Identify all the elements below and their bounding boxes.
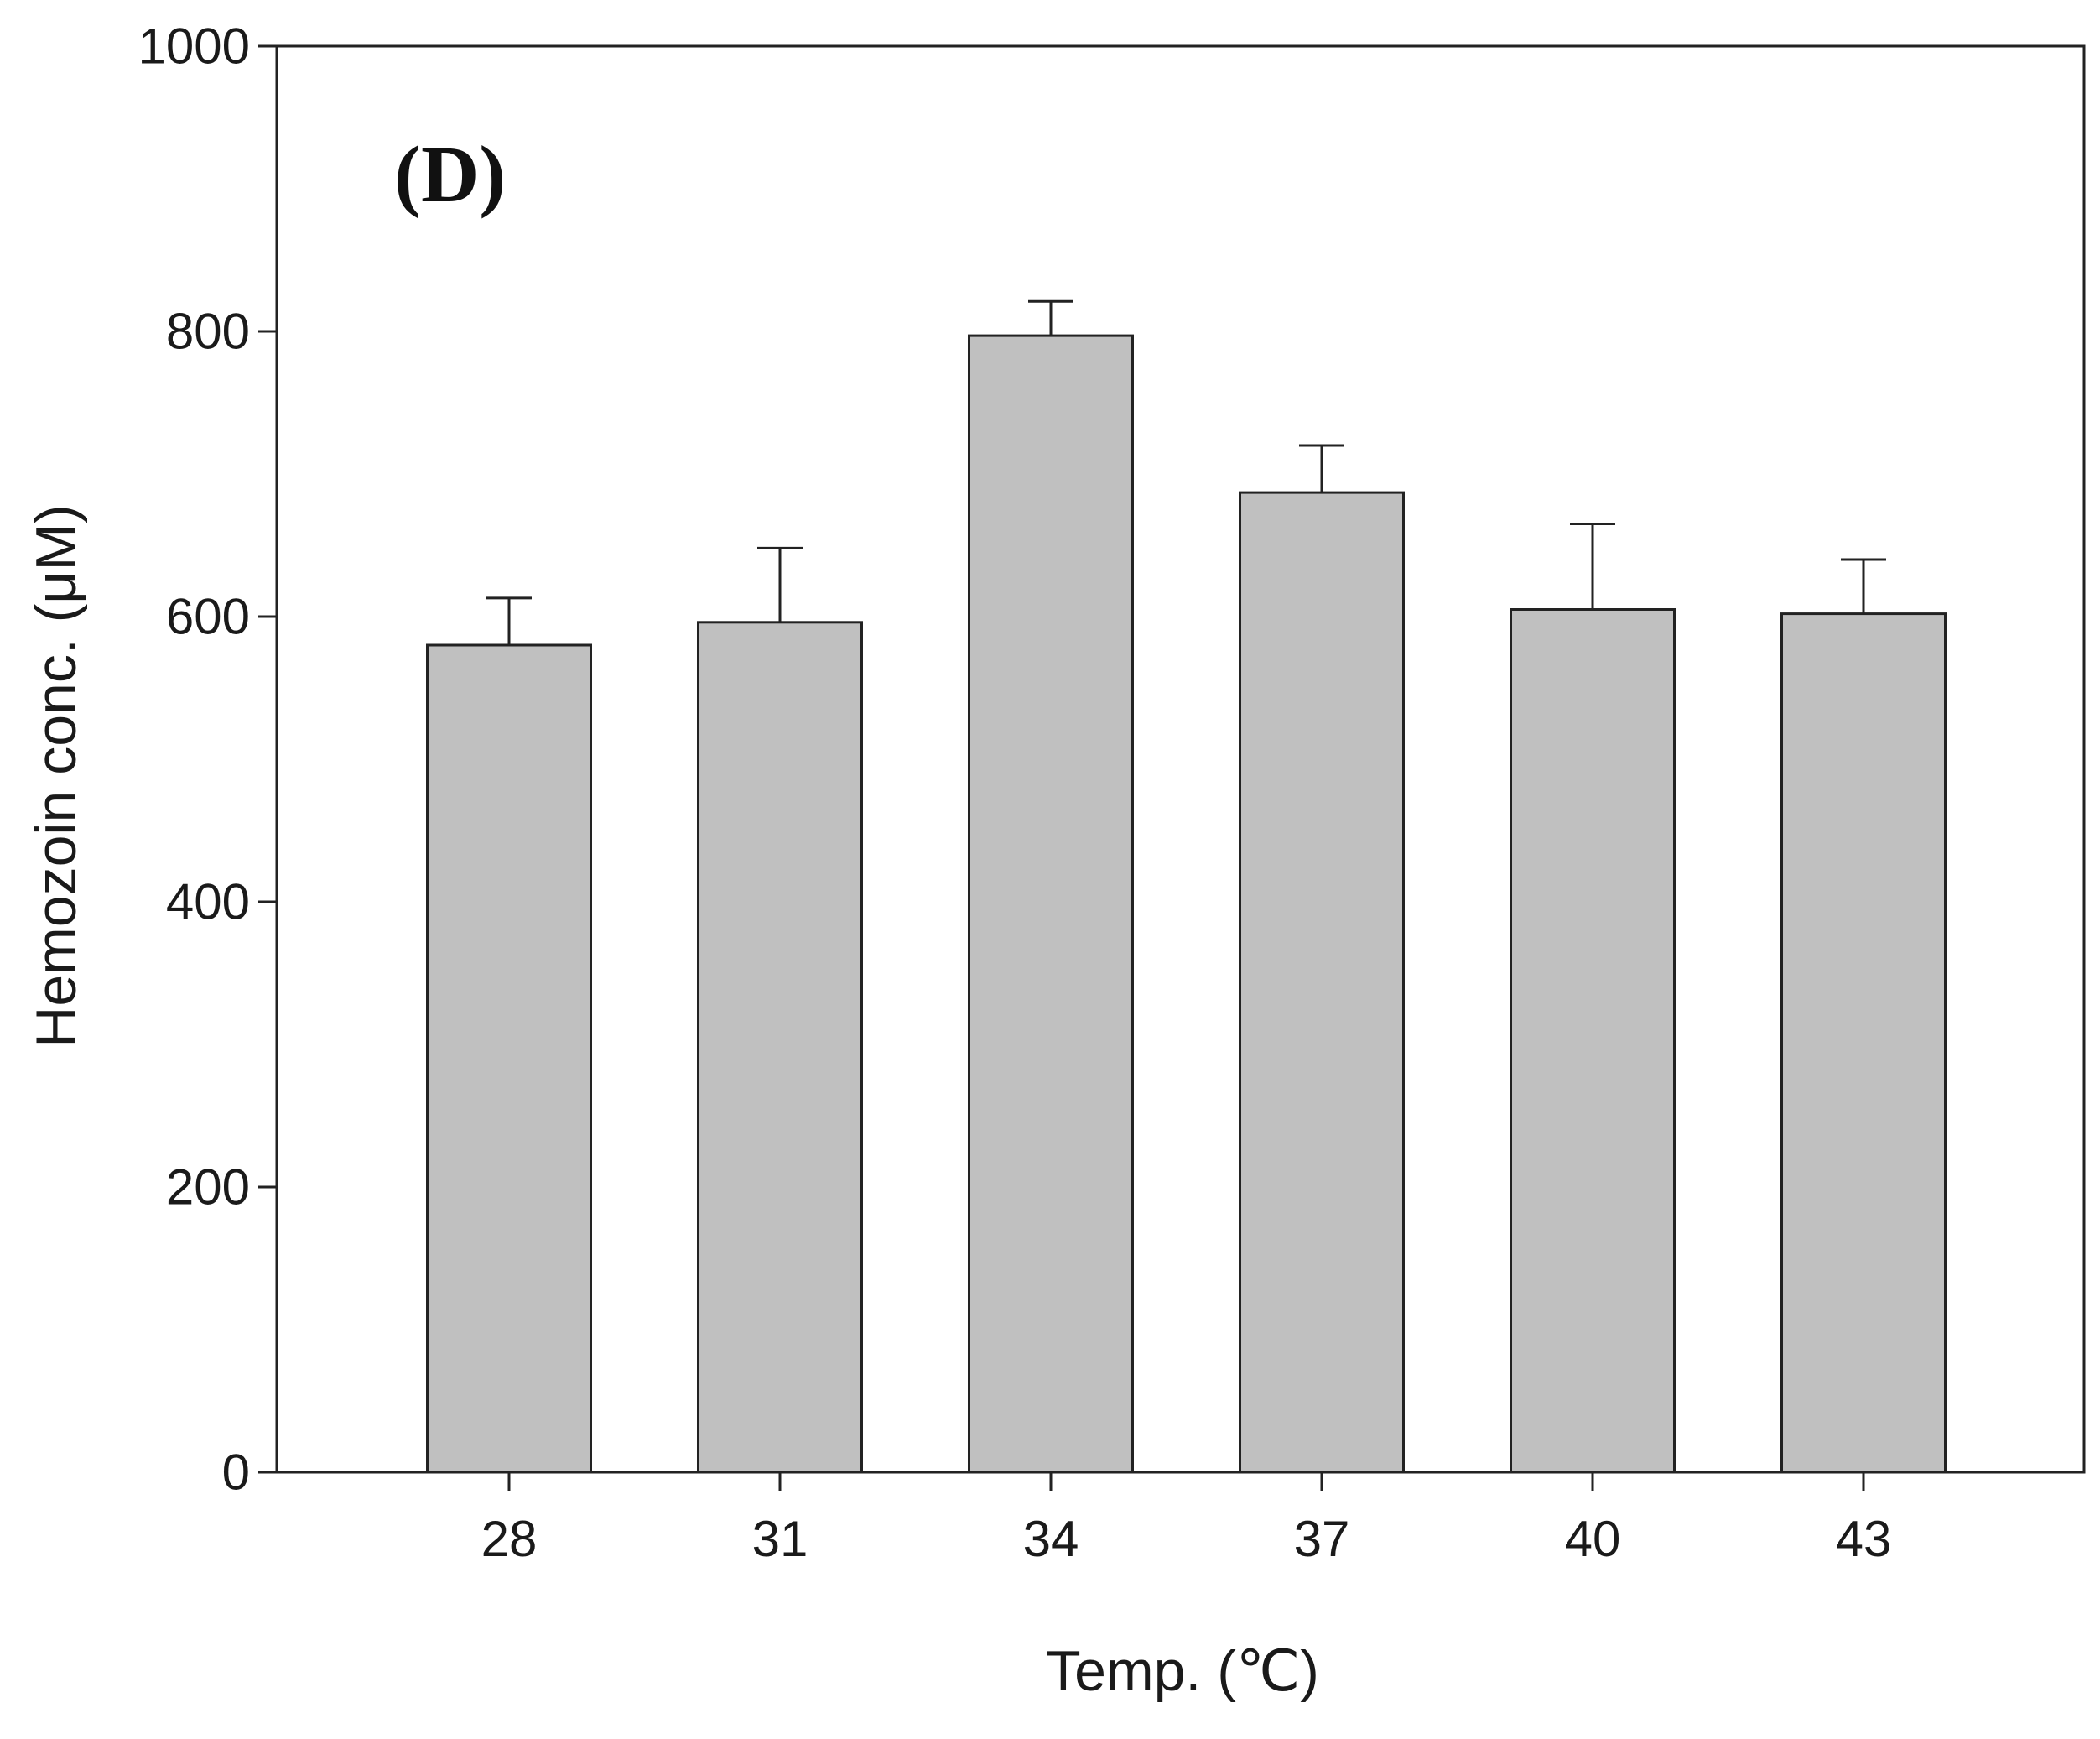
bar-43 xyxy=(1780,612,1947,1474)
plot-frame xyxy=(275,44,2086,1474)
y-tick-label: 1000 xyxy=(138,18,250,75)
x-tick-label: 28 xyxy=(481,1511,538,1567)
x-axis: 28 31 34 37 40 43 xyxy=(481,1472,1892,1567)
panel-label: (D) xyxy=(394,129,506,219)
x-tick-label: 37 xyxy=(1294,1511,1350,1567)
x-tick-label: 40 xyxy=(1565,1511,1621,1567)
y-tick-label: 800 xyxy=(166,304,250,360)
y-axis-title: Hemozoin conc. (μM) xyxy=(24,504,88,1048)
bar-28 xyxy=(426,643,592,1474)
y-axis: 0 200 400 600 800 1000 xyxy=(138,18,277,1501)
x-tick-label: 43 xyxy=(1836,1511,1892,1567)
y-tick-label: 0 xyxy=(222,1445,250,1501)
y-tick-label: 400 xyxy=(166,874,250,930)
bar-40 xyxy=(1510,608,1676,1474)
bar-37 xyxy=(1239,491,1405,1474)
x-tick-label: 34 xyxy=(1023,1511,1079,1567)
bar-series xyxy=(426,299,1947,1474)
x-axis-title: Temp. (℃) xyxy=(1046,1639,1319,1703)
y-tick-label: 600 xyxy=(166,589,250,645)
bar-31 xyxy=(697,621,863,1474)
x-tick-label: 31 xyxy=(752,1511,808,1567)
y-tick-label: 200 xyxy=(166,1159,250,1216)
bar-34 xyxy=(968,334,1134,1474)
